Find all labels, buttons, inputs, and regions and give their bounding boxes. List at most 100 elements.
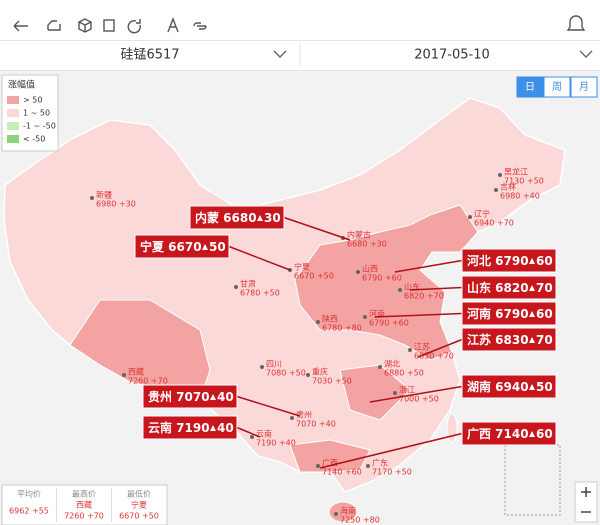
tab-label[interactable]: 月: [579, 81, 589, 93]
up-arrow: [529, 384, 535, 390]
province-name: 四川: [266, 360, 282, 369]
province-name: 湖北: [384, 360, 400, 369]
cube-icon[interactable]: [78, 18, 92, 33]
province-name: 河南: [369, 309, 385, 319]
up-arrow: [210, 425, 216, 431]
font-icon[interactable]: [167, 17, 179, 33]
tab-button[interactable]: [570, 76, 598, 98]
callout-line: [369, 385, 463, 403]
callout-box: [134, 234, 230, 259]
province-value: 7130 +50: [504, 177, 544, 186]
callout-label: 河南 6790: [466, 306, 529, 321]
province-value: 6980 +40: [500, 192, 540, 201]
up-arrow: [529, 285, 535, 291]
tab-button[interactable]: [543, 76, 571, 98]
callout-line: [394, 259, 463, 273]
callout-change: 70: [536, 333, 553, 347]
legend-swatch: [7, 122, 19, 130]
province-value: 7030 +50: [312, 377, 352, 386]
province-value: 6820 +70: [404, 292, 444, 301]
tab-label[interactable]: 日: [525, 82, 535, 93]
province-name: 宁夏: [294, 262, 310, 272]
province-value: 6780 +80: [322, 324, 362, 333]
province-dot: [260, 365, 264, 369]
zoom-control: [574, 481, 598, 523]
up-arrow: [210, 394, 216, 400]
legend-label: < -50: [23, 135, 45, 144]
copy-icon[interactable]: [103, 19, 115, 32]
callout-line: [236, 426, 261, 438]
callout-box: [461, 248, 557, 273]
province-name: 浙江: [399, 385, 415, 395]
province-dot: [290, 416, 294, 420]
callout-line: [228, 245, 291, 271]
province-name: 内蒙古: [347, 230, 371, 240]
refresh-icon[interactable]: [127, 19, 141, 34]
tab-label[interactable]: 周: [552, 81, 562, 93]
back-icon[interactable]: [13, 20, 28, 32]
toolbar: [0, 0, 600, 40]
legend-title: 涨幅值: [8, 79, 35, 91]
callout-box: [189, 205, 285, 230]
callout-change: 60: [536, 427, 553, 441]
province-dot: [468, 215, 472, 219]
stats-value: 西藏: [76, 500, 92, 510]
up-arrow: [257, 215, 263, 221]
province-name: 吉林: [500, 182, 516, 192]
stats-box: [1, 484, 168, 525]
callout-line: [283, 216, 351, 241]
island: [446, 413, 458, 443]
high-region: [289, 364, 411, 473]
province-dot: [498, 173, 502, 177]
callout-label: 广西 7140: [467, 426, 529, 441]
province-name: 海南: [340, 506, 356, 516]
province-dot: [306, 373, 310, 377]
callout-label: 江苏 6830: [467, 332, 529, 347]
province-name: 广东: [372, 458, 388, 468]
stats-value: 宁夏: [131, 500, 147, 510]
province-dot: [378, 365, 382, 369]
callout-label: 贵州 7070: [148, 389, 210, 404]
legend-label: 1 ~ 50: [23, 109, 50, 118]
date-select[interactable]: 2017-05-10: [414, 48, 490, 63]
bell-icon[interactable]: [566, 15, 586, 31]
tab-button[interactable]: [516, 76, 544, 98]
province-value: 6880 +50: [384, 369, 424, 378]
callout-line: [409, 286, 463, 291]
inset-box: [504, 444, 561, 516]
province-name: 云南: [256, 429, 272, 439]
province-dot: [316, 320, 320, 324]
province-dot: [334, 512, 338, 516]
callout-change: 60: [536, 254, 553, 268]
province-dot: [234, 285, 238, 289]
province-value: 6790 +60: [362, 274, 402, 283]
province-value: 7260 +70: [128, 377, 168, 386]
stats-label: 平均价: [17, 489, 41, 499]
stats-label: 最高价: [72, 489, 96, 499]
callout-label: 湖南 6940: [467, 379, 529, 394]
legend-swatch: [7, 96, 19, 104]
province-name: 辽宁: [474, 209, 490, 219]
zoom-buttons[interactable]: [581, 487, 591, 513]
legend-label: -1 ~ -50: [23, 122, 56, 131]
province-value: 7170 +50: [372, 468, 412, 477]
callout-label: 云南 7190: [148, 420, 210, 435]
province-value: 6980 +30: [96, 200, 136, 209]
link-icon[interactable]: [193, 22, 207, 30]
callout-box: [461, 275, 557, 300]
stats-label: 最低价: [127, 489, 151, 499]
up-arrow: [529, 311, 535, 317]
province-name: 贵州: [296, 410, 312, 420]
province-dot: [122, 373, 126, 377]
product-select[interactable]: 硅锰6517: [120, 48, 179, 63]
province-value: 7070 +40: [296, 420, 336, 429]
province-name: 山东: [404, 282, 420, 292]
stats-value: 6670 +50: [119, 512, 159, 521]
province-value: 6670 +50: [294, 272, 334, 281]
callout-box: [461, 421, 557, 446]
share-icon[interactable]: [47, 20, 61, 31]
stats-value: 7260 +70: [64, 512, 104, 521]
callout-box: [142, 384, 238, 409]
province-dot: [398, 288, 402, 292]
province-name: 西藏: [128, 367, 144, 377]
